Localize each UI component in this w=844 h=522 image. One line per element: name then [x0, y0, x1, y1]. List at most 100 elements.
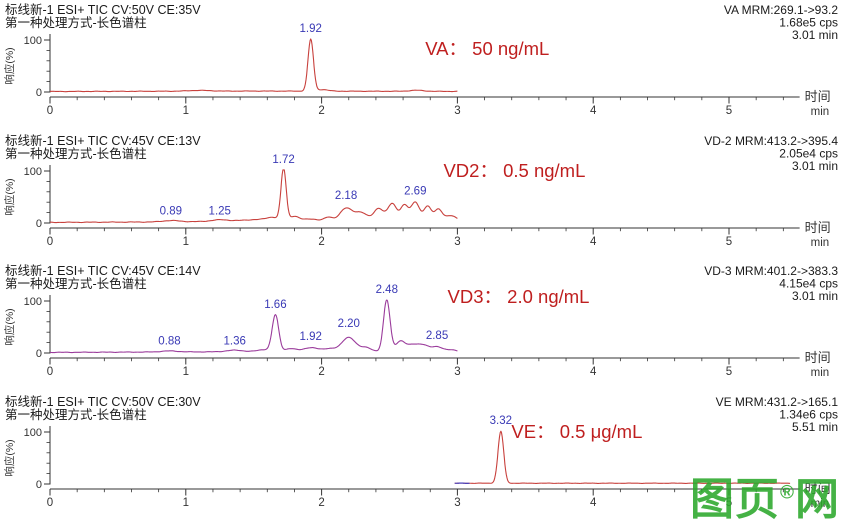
chromatogram-trace [49, 38, 458, 93]
y-axis-tick-label: 100 [24, 296, 42, 308]
peak-retention-time-label: 1.25 [209, 205, 231, 217]
y-axis-tick-label: 0 [36, 479, 42, 491]
mrm-info-line2: 1.34e6 cps [779, 407, 838, 421]
x-axis-title: 时间 [805, 350, 831, 365]
x-axis-title: 时间 [805, 220, 831, 235]
x-axis-tick-label: 5 [726, 497, 732, 509]
peak-retention-time-label: 1.72 [272, 153, 294, 165]
chromatogram-panel-ve: 标线新-1 ESI+ TIC CV:50V CE:30V 第一种处理方式-长色谱柱… [0, 392, 844, 522]
x-axis-unit: min [811, 498, 830, 510]
peak-retention-time-label: 0.89 [160, 205, 182, 217]
concentration-annotation: VE： 0.5 μg/mL [511, 421, 642, 442]
mrm-info-line2: 1.68e5 cps [779, 16, 838, 30]
chromatogram-trace [454, 430, 791, 484]
x-axis-tick-label: 0 [47, 105, 53, 117]
y-axis-title: 响应(%) [3, 178, 16, 215]
y-axis-title: 响应(%) [3, 47, 16, 84]
x-axis-unit: min [811, 237, 830, 249]
peak-retention-time-label: 3.32 [490, 414, 512, 426]
x-axis-tick-label: 0 [47, 497, 53, 509]
y-axis-title: 响应(%) [3, 308, 16, 345]
x-axis-title: 时间 [805, 481, 831, 496]
chromatogram-svg-vd2: 标线新-1 ESI+ TIC CV:45V CE:13V第一种处理方式-长色谱柱… [3, 133, 838, 249]
mrm-info-line1: VD-3 MRM:401.2->383.3 [704, 264, 838, 278]
x-axis-tick-label: 2 [318, 497, 324, 509]
y-axis-tick-label: 100 [24, 35, 42, 47]
x-axis-tick-label: 4 [590, 497, 597, 509]
chromatogram-trace [50, 168, 458, 223]
x-axis-unit: min [811, 367, 830, 379]
concentration-annotation: VD3： 2.0 ng/mL [448, 286, 590, 307]
watermark: 图页®网 [690, 478, 840, 522]
x-axis-unit: min [811, 106, 830, 118]
x-axis-tick-label: 2 [318, 236, 324, 248]
mrm-info-line1: VE MRM:431.2->165.1 [716, 395, 839, 409]
y-axis-tick-label: 0 [36, 218, 42, 230]
panel-header-line1: 标线新-1 ESI+ TIC CV:50V CE:35V [5, 2, 201, 17]
mrm-info-line3: 3.01 min [792, 289, 838, 303]
peak-retention-time-label: 0.88 [158, 335, 180, 347]
x-axis-tick-label: 2 [318, 105, 324, 117]
concentration-annotation: VA： 50 ng/mL [425, 38, 549, 59]
mrm-info-line2: 4.15e4 cps [779, 277, 838, 291]
chromatogram-panel-va: 标线新-1 ESI+ TIC CV:50V CE:35V 第一种处理方式-长色谱柱… [0, 0, 844, 131]
mrm-info-line1: VA MRM:269.1->93.2 [724, 3, 838, 17]
x-axis-tick-label: 4 [590, 105, 597, 117]
chromatogram-trace [49, 299, 458, 354]
peak-retention-time-label: 1.66 [264, 299, 286, 311]
mrm-info-line3: 3.01 min [792, 159, 838, 173]
x-axis-tick-label: 3 [454, 236, 460, 248]
mrm-info-line1: VD-2 MRM:413.2->395.4 [704, 134, 838, 148]
peak-retention-time-label: 2.48 [376, 284, 398, 296]
chromatogram-panel-vd2: 标线新-1 ESI+ TIC CV:45V CE:13V 第一种处理方式-长色谱柱… [0, 131, 844, 262]
registered-trademark-icon: ® [780, 482, 795, 504]
peak-retention-time-label: 2.20 [338, 318, 360, 330]
peak-retention-time-label: 1.92 [300, 331, 322, 343]
panel-header-line2: 第一种处理方式-长色谱柱 [5, 146, 147, 161]
panel-header-line2: 第一种处理方式-长色谱柱 [5, 15, 147, 30]
panel-header-line1: 标线新-1 ESI+ TIC CV:45V CE:13V [5, 133, 201, 148]
chromatogram-svg-vd3: 标线新-1 ESI+ TIC CV:45V CE:14V第一种处理方式-长色谱柱… [3, 263, 838, 379]
x-axis-tick-label: 3 [454, 497, 460, 509]
mrm-info-line2: 2.05e4 cps [779, 146, 838, 160]
y-axis-tick-label: 0 [36, 348, 42, 360]
x-axis-tick-label: 4 [590, 366, 597, 378]
x-axis-tick-label: 1 [183, 236, 189, 248]
x-axis-tick-label: 0 [47, 236, 53, 248]
mrm-info-line3: 3.01 min [792, 28, 838, 42]
y-axis-title: 响应(%) [3, 439, 16, 476]
watermark-text-left: 图页 [690, 475, 780, 522]
x-axis-tick-label: 1 [183, 366, 189, 378]
y-axis-tick-label: 100 [24, 166, 42, 178]
mrm-info-line3: 5.51 min [792, 420, 838, 434]
peak-retention-time-label: 2.18 [335, 190, 357, 202]
watermark-text-right: 网 [795, 475, 840, 522]
concentration-annotation: VD2： 0.5 ng/mL [443, 160, 585, 181]
y-axis-tick-label: 0 [36, 87, 42, 99]
x-axis-tick-label: 5 [726, 236, 732, 248]
peak-retention-time-label: 1.36 [223, 335, 245, 347]
x-axis-tick-label: 3 [454, 366, 460, 378]
x-axis-tick-label: 1 [183, 497, 189, 509]
x-axis-tick-label: 1 [183, 105, 189, 117]
x-axis-tick-label: 5 [726, 366, 732, 378]
x-axis-tick-label: 0 [47, 366, 53, 378]
panel-header-line2: 第一种处理方式-长色谱柱 [5, 407, 147, 422]
panel-header-line1: 标线新-1 ESI+ TIC CV:45V CE:14V [5, 263, 201, 278]
x-axis-tick-label: 3 [454, 105, 460, 117]
peak-retention-time-label: 1.92 [300, 23, 322, 35]
x-axis-tick-label: 5 [726, 105, 732, 117]
panel-header-line1: 标线新-1 ESI+ TIC CV:50V CE:30V [5, 394, 201, 409]
panel-header-line2: 第一种处理方式-长色谱柱 [5, 276, 147, 291]
chromatogram-panel-vd3: 标线新-1 ESI+ TIC CV:45V CE:14V 第一种处理方式-长色谱柱… [0, 261, 844, 392]
y-axis-tick-label: 100 [24, 427, 42, 439]
chromatogram-svg-ve: 标线新-1 ESI+ TIC CV:50V CE:30V第一种处理方式-长色谱柱… [3, 394, 839, 510]
x-axis-tick-label: 2 [318, 366, 324, 378]
x-axis-title: 时间 [805, 89, 831, 104]
peak-retention-time-label: 2.69 [404, 185, 426, 197]
x-axis-tick-label: 4 [590, 236, 597, 248]
peak-retention-time-label: 2.85 [426, 330, 448, 342]
chromatogram-svg-va: 标线新-1 ESI+ TIC CV:50V CE:35V第一种处理方式-长色谱柱… [3, 2, 838, 118]
